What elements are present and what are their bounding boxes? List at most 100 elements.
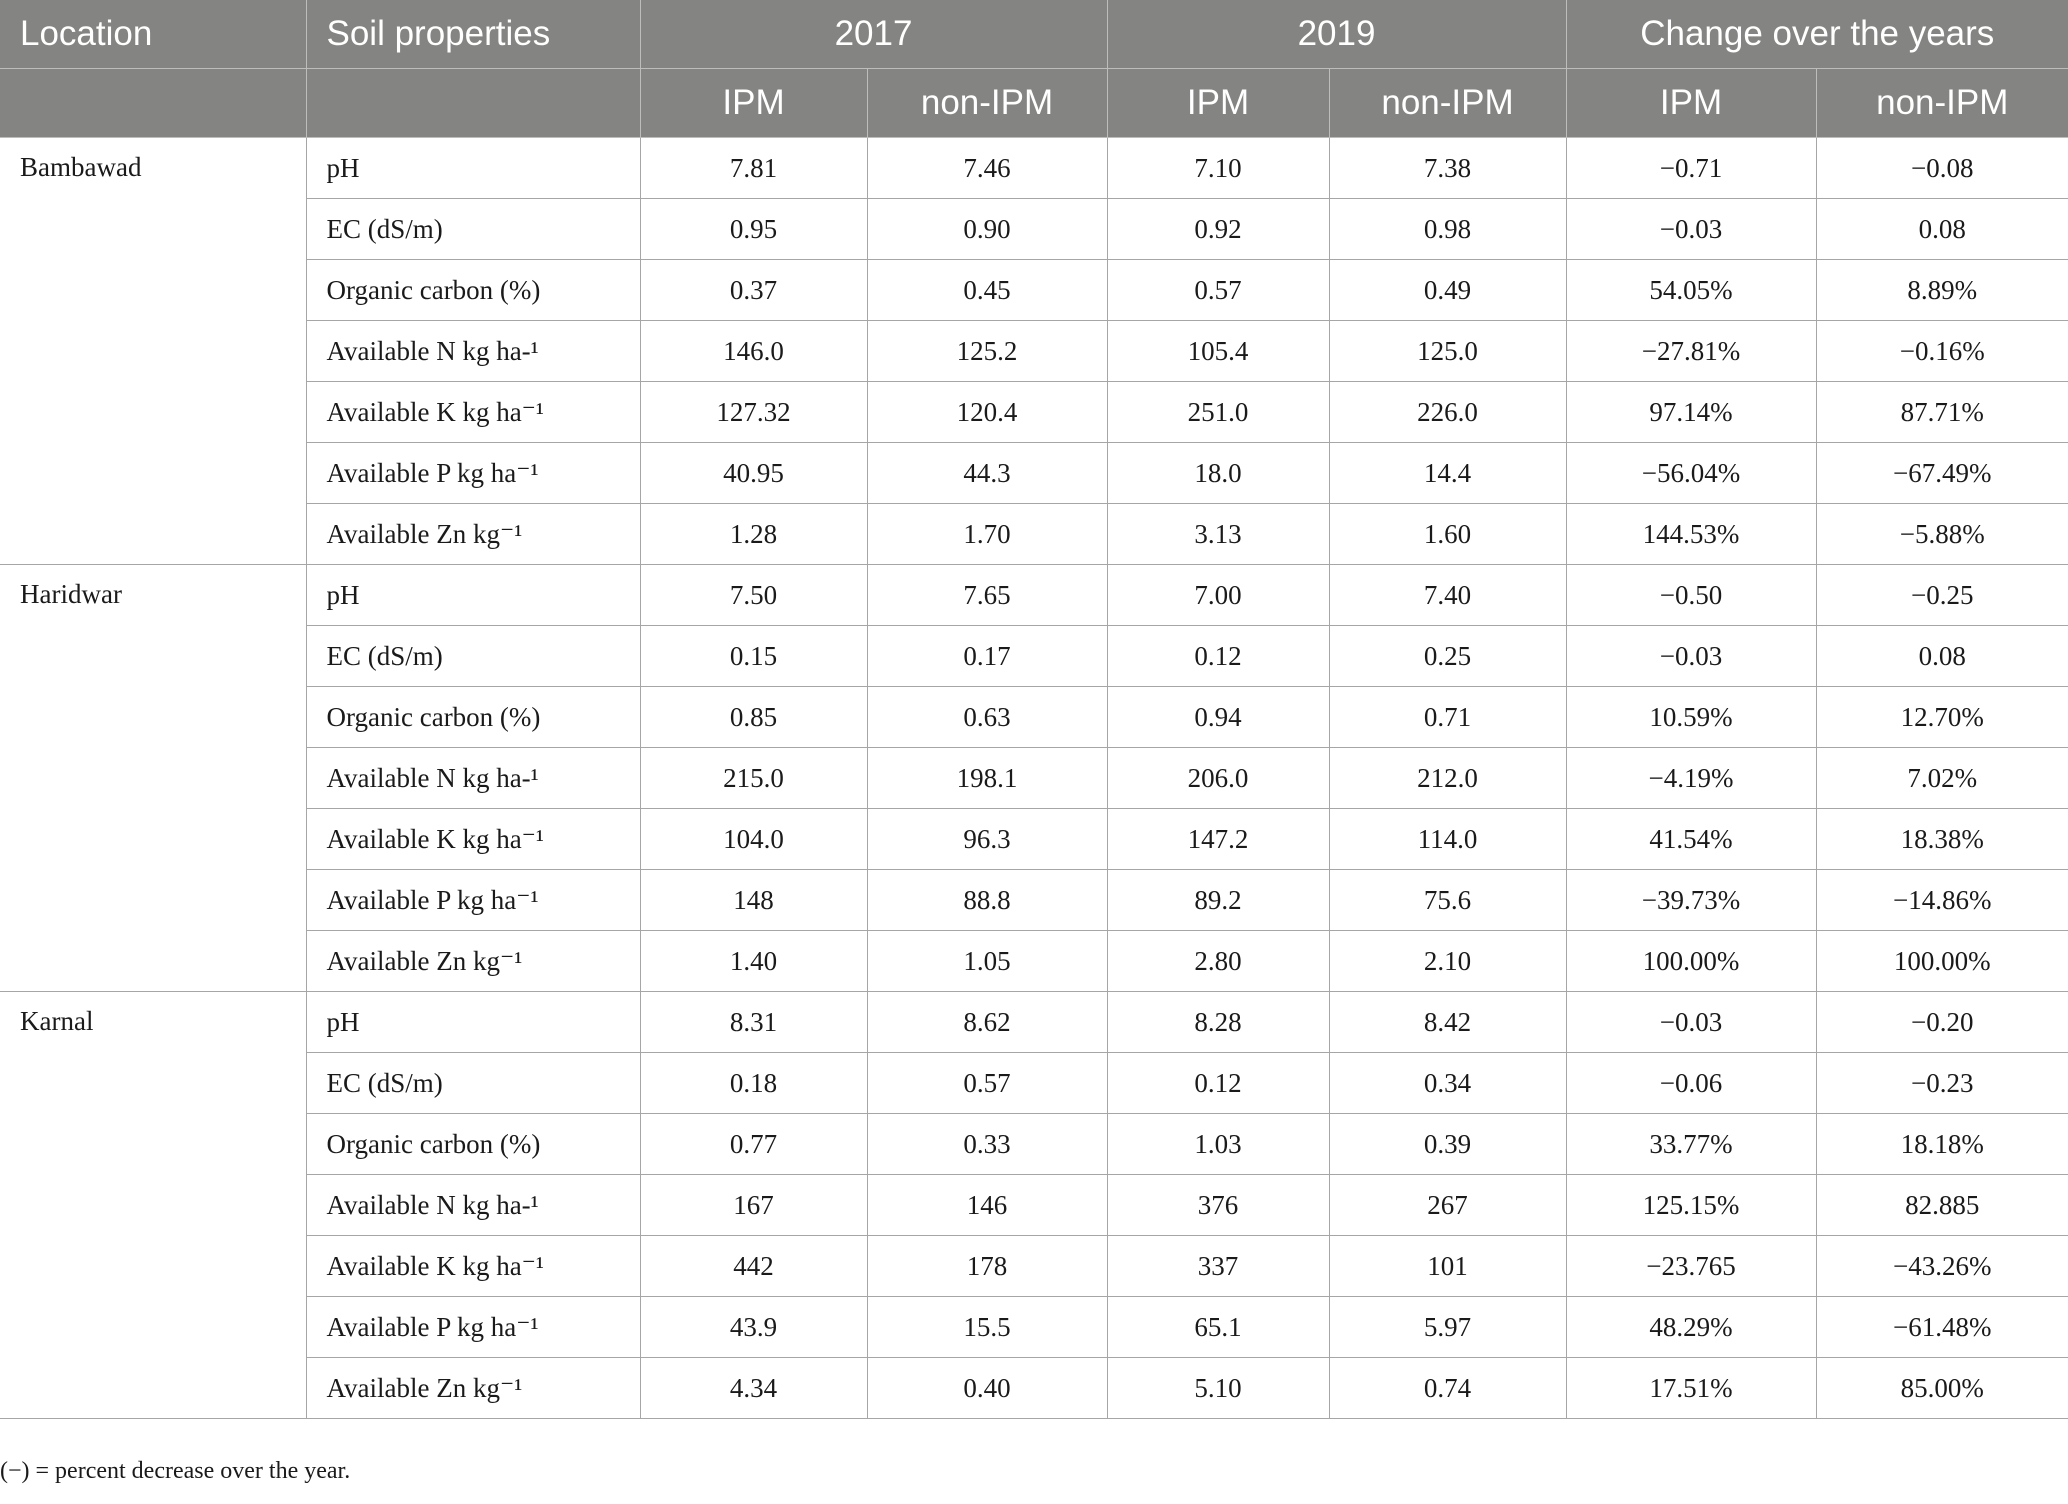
cell-ipm-2017: 4.34 bbox=[639, 1357, 868, 1419]
cell-ipm-2019: 147.2 bbox=[1106, 808, 1330, 870]
cell-non-ipm-change: 85.00% bbox=[1815, 1357, 2068, 1419]
property-cell: Available K kg ha⁻¹ bbox=[306, 1235, 641, 1297]
cell-non-ipm-change: 18.18% bbox=[1815, 1113, 2068, 1175]
cell-non-ipm-2017: 0.63 bbox=[866, 686, 1108, 748]
header-blank-location bbox=[0, 68, 307, 138]
cell-non-ipm-2017: 178 bbox=[866, 1235, 1108, 1297]
cell-ipm-change: 125.15% bbox=[1565, 1174, 1817, 1236]
cell-ipm-change: 33.77% bbox=[1565, 1113, 1817, 1175]
property-cell: Available Zn kg⁻¹ bbox=[306, 1357, 641, 1419]
table-row: Available K kg ha⁻¹ 442 178 337 101 −23.765 −4… bbox=[0, 1235, 2068, 1297]
cell-non-ipm-change: 100.00% bbox=[1815, 930, 2068, 992]
cell-non-ipm-change: 18.38% bbox=[1815, 808, 2068, 870]
cell-ipm-2017: 40.95 bbox=[639, 442, 868, 504]
cell-ipm-2017: 167 bbox=[639, 1174, 868, 1236]
table-footnote: (−) = percent decrease over the year. bbox=[0, 1458, 351, 1484]
header-year-2017: 2017 bbox=[640, 0, 1108, 69]
table-row: Karnal pH 8.31 8.62 8.28 8.42 −0.03 −0.20 bbox=[0, 991, 2068, 1419]
cell-ipm-change: −0.03 bbox=[1565, 625, 1817, 687]
cell-non-ipm-2017: 0.90 bbox=[866, 198, 1108, 260]
header-location: Location bbox=[0, 0, 307, 69]
header-year-2019: 2019 bbox=[1107, 0, 1567, 69]
table-body: Bambawad pH 7.81 7.46 7.10 7.38 −0.71 −0.08 EC (… bbox=[0, 137, 2068, 1419]
cell-non-ipm-2017: 96.3 bbox=[866, 808, 1108, 870]
cell-ipm-change: −23.765 bbox=[1565, 1235, 1817, 1297]
cell-ipm-2017: 0.77 bbox=[639, 1113, 868, 1175]
cell-ipm-change: −39.73% bbox=[1565, 869, 1817, 931]
property-cell: EC (dS/m) bbox=[306, 625, 641, 687]
header-non-ipm-2019: non-IPM bbox=[1329, 68, 1567, 138]
cell-ipm-2019: 7.00 bbox=[1106, 564, 1330, 626]
table-header: Location Soil properties 2017 2019 Chang… bbox=[0, 0, 2068, 138]
cell-non-ipm-2017: 198.1 bbox=[866, 747, 1108, 809]
cell-non-ipm-2019: 2.10 bbox=[1328, 930, 1567, 992]
cell-ipm-2019: 0.12 bbox=[1106, 625, 1330, 687]
cell-non-ipm-2019: 125.0 bbox=[1328, 320, 1567, 382]
cell-non-ipm-2017: 146 bbox=[866, 1174, 1108, 1236]
cell-non-ipm-2017: 120.4 bbox=[866, 381, 1108, 443]
cell-ipm-change: −0.50 bbox=[1565, 564, 1817, 626]
cell-non-ipm-2019: 0.98 bbox=[1328, 198, 1567, 260]
cell-ipm-change: −0.06 bbox=[1565, 1052, 1817, 1114]
location-cell: Karnal bbox=[0, 991, 307, 1419]
cell-ipm-2017: 7.50 bbox=[639, 564, 868, 626]
cell-non-ipm-change: −0.16% bbox=[1815, 320, 2068, 382]
cell-non-ipm-2017: 7.65 bbox=[866, 564, 1108, 626]
table-row: Available Zn kg⁻¹ 1.28 1.70 3.13 1.60 144.53%… bbox=[0, 503, 2068, 565]
property-cell: pH bbox=[305, 991, 641, 1053]
cell-non-ipm-2019: 0.74 bbox=[1328, 1357, 1567, 1419]
cell-ipm-2019: 5.10 bbox=[1106, 1357, 1330, 1419]
cell-ipm-change: 97.14% bbox=[1565, 381, 1817, 443]
cell-non-ipm-2019: 7.40 bbox=[1328, 564, 1567, 626]
cell-ipm-2017: 0.15 bbox=[639, 625, 868, 687]
cell-ipm-2017: 0.37 bbox=[639, 259, 868, 321]
cell-ipm-change: −56.04% bbox=[1565, 442, 1817, 504]
cell-non-ipm-change: 82.885 bbox=[1815, 1174, 2068, 1236]
cell-ipm-2019: 3.13 bbox=[1106, 503, 1330, 565]
property-cell: Organic carbon (%) bbox=[306, 259, 641, 321]
cell-non-ipm-2019: 101 bbox=[1328, 1235, 1567, 1297]
cell-ipm-2019: 0.12 bbox=[1106, 1052, 1330, 1114]
table-row: Available Zn kg⁻¹ 4.34 0.40 5.10 0.74 17.51% 8… bbox=[0, 1357, 2068, 1419]
cell-ipm-2017: 1.40 bbox=[639, 930, 868, 992]
table-row: Bambawad pH 7.81 7.46 7.10 7.38 −0.71 −0.08 bbox=[0, 137, 2068, 565]
cell-non-ipm-change: 7.02% bbox=[1815, 747, 2068, 809]
table-container: Location Soil properties 2017 2019 Chang… bbox=[0, 0, 2068, 1419]
cell-ipm-2017: 442 bbox=[639, 1235, 868, 1297]
cell-ipm-2019: 206.0 bbox=[1106, 747, 1330, 809]
cell-ipm-2017: 127.32 bbox=[639, 381, 868, 443]
property-cell: EC (dS/m) bbox=[306, 1052, 641, 1114]
property-cell: Available P kg ha⁻¹ bbox=[306, 1296, 641, 1358]
cell-non-ipm-2019: 8.42 bbox=[1328, 991, 1567, 1053]
cell-ipm-change: 10.59% bbox=[1565, 686, 1817, 748]
property-cell: Available K kg ha⁻¹ bbox=[306, 808, 641, 870]
header-ipm-change: IPM bbox=[1566, 68, 1817, 138]
property-cell: Available P kg ha⁻¹ bbox=[306, 869, 641, 931]
cell-ipm-change: −0.03 bbox=[1565, 991, 1817, 1053]
header-ipm-2017: IPM bbox=[640, 68, 868, 138]
property-cell: pH bbox=[305, 564, 641, 626]
property-cell: Available N kg ha-¹ bbox=[306, 320, 641, 382]
cell-non-ipm-change: −14.86% bbox=[1815, 869, 2068, 931]
cell-ipm-2019: 0.94 bbox=[1106, 686, 1330, 748]
table-row: Available N kg ha-¹ 146.0 125.2 105.4 125.0−… bbox=[0, 320, 2068, 382]
table-row: Organic carbon (%) 0.37 0.45 0.57 0.49 54.05%… bbox=[0, 259, 2068, 321]
cell-non-ipm-change: 12.70% bbox=[1815, 686, 2068, 748]
cell-ipm-2017: 1.28 bbox=[639, 503, 868, 565]
cell-ipm-change: 48.29% bbox=[1565, 1296, 1817, 1358]
table-row: Available P kg ha⁻¹ 43.9 15.5 65.1 5.97 48.29… bbox=[0, 1296, 2068, 1358]
cell-non-ipm-change: 87.71% bbox=[1815, 381, 2068, 443]
cell-ipm-change: 144.53% bbox=[1565, 503, 1817, 565]
table-row: Available Zn kg⁻¹ 1.40 1.05 2.80 2.10 100.00%… bbox=[0, 930, 2068, 992]
table-row: EC (dS/m) 0.95 0.90 0.92 0.98 −0.03 0.08 bbox=[0, 198, 2068, 260]
cell-ipm-2017: 8.31 bbox=[639, 991, 868, 1053]
cell-non-ipm-2019: 0.49 bbox=[1328, 259, 1567, 321]
property-cell: Available K kg ha⁻¹ bbox=[306, 381, 641, 443]
cell-ipm-2019: 105.4 bbox=[1106, 320, 1330, 382]
cell-non-ipm-2017: 7.46 bbox=[866, 137, 1108, 199]
cell-ipm-change: 17.51% bbox=[1565, 1357, 1817, 1419]
cell-non-ipm-change: 8.89% bbox=[1815, 259, 2068, 321]
property-cell: Organic carbon (%) bbox=[306, 686, 641, 748]
cell-non-ipm-2019: 1.60 bbox=[1328, 503, 1567, 565]
header-non-ipm-2017: non-IPM bbox=[867, 68, 1108, 138]
